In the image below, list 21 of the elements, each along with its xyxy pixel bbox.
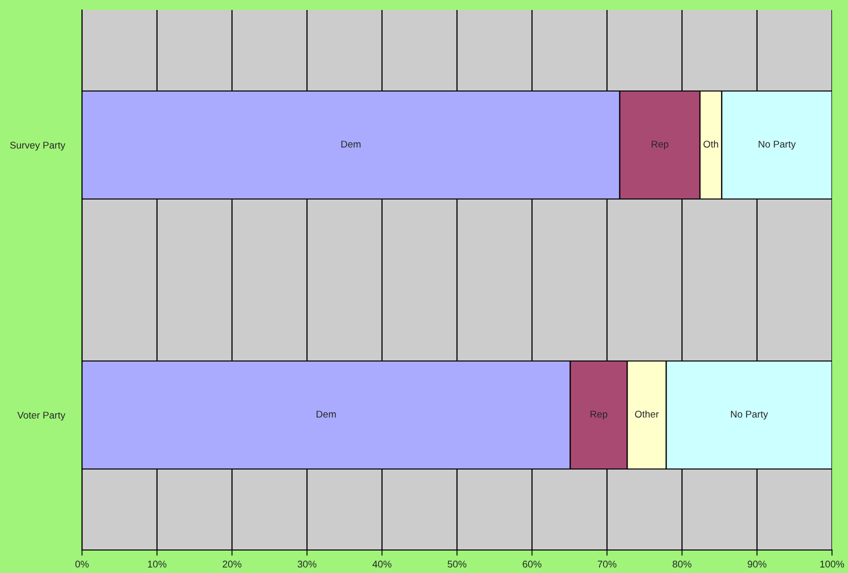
y-tick-label: Voter Party: [17, 412, 66, 421]
data-label: Dem: [316, 410, 336, 418]
data-label: Other: [635, 410, 659, 418]
data-label: Oth: [704, 140, 718, 148]
x-tick-label: 30%: [298, 560, 316, 568]
y-tick-label: Survey Party: [10, 142, 66, 151]
data-label: No Party: [758, 140, 796, 150]
x-tick-label: 100%: [820, 560, 844, 568]
x-tick-label: 80%: [672, 560, 692, 568]
x-tick-label: 0%: [75, 560, 89, 568]
x-tick-label: 50%: [448, 560, 466, 568]
x-tick-label: 60%: [522, 560, 542, 568]
x-tick-label: 40%: [372, 560, 392, 568]
data-label: Rep: [590, 410, 608, 420]
x-tick-label: 10%: [148, 560, 166, 568]
x-tick-label: 70%: [598, 560, 616, 568]
data-label: No Party: [731, 410, 768, 420]
x-tick-label: 20%: [222, 560, 242, 568]
data-label: Dem: [341, 140, 360, 148]
data-label: Rep: [652, 140, 668, 150]
x-tick-label: 90%: [748, 560, 766, 568]
